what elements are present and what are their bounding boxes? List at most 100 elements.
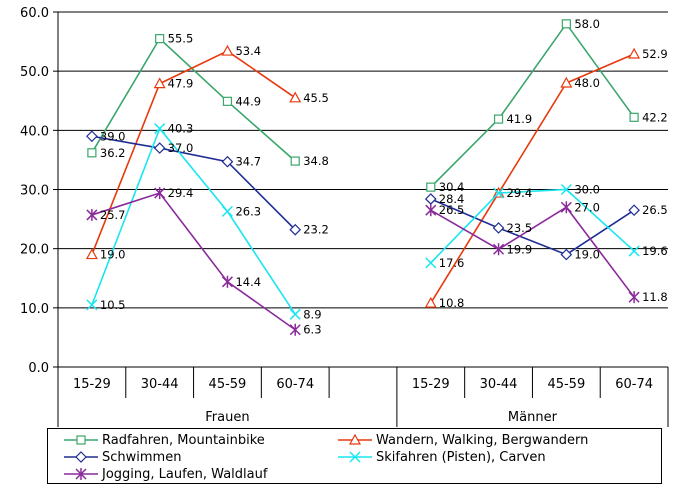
data-point [86, 130, 98, 143]
data-point [560, 76, 573, 88]
y-tick-label: 60.0 [20, 6, 49, 21]
data-point [561, 19, 571, 29]
series-line [91, 50, 296, 255]
data-label: 44.9 [235, 94, 261, 108]
legend-marker [75, 468, 87, 480]
x-tick-labels: 15-29 30-44 45-59 60-74 Frauen 15-29 30-44 45-5… [73, 377, 653, 425]
data-point [425, 204, 437, 217]
legend-item: Jogging, Laufen, Waldlauf [64, 465, 267, 483]
data-label: 45.5 [303, 91, 329, 105]
legend-label: Radfahren, Mountainbike [102, 432, 265, 448]
data-label: 19.6 [642, 244, 668, 258]
data-point [222, 96, 233, 106]
legend-marker [349, 451, 361, 463]
data-label: 29.4 [168, 186, 194, 200]
data-point [85, 248, 98, 260]
legend-item: Skifahren (Pisten), Carven [338, 448, 546, 466]
data-label: 29.4 [507, 186, 533, 200]
data-label: 19.0 [574, 248, 600, 262]
data-label: 55.5 [168, 32, 194, 46]
data-point [86, 299, 98, 311]
data-label: 19.9 [507, 242, 533, 256]
legend-label: Wandern, Walking, Bergwandern [376, 432, 589, 448]
data-label: 28.4 [439, 192, 465, 206]
legend-item: Wandern, Walking, Bergwandern [338, 431, 588, 449]
data-point [289, 323, 301, 336]
legend-item: Schwimmen [64, 448, 181, 466]
data-point [86, 208, 98, 221]
data-point [628, 245, 640, 257]
series-line [430, 198, 635, 256]
legend-marker [75, 451, 87, 463]
legend-label: Jogging, Laufen, Waldlauf [102, 466, 268, 482]
legend-swatch [64, 451, 98, 463]
series-line [430, 53, 635, 304]
data-point [493, 243, 505, 256]
data-point [493, 187, 505, 199]
data-label: 47.9 [168, 77, 194, 91]
data-point [560, 248, 573, 261]
y-tick-label: 40.0 [20, 124, 49, 139]
legend-marker [76, 435, 86, 445]
data-point [154, 187, 166, 200]
data-label: 17.6 [439, 256, 465, 270]
legend-marker [348, 433, 362, 445]
x-tick-label: 30-44 [141, 377, 179, 392]
series-line [430, 206, 635, 298]
y-tick-label: 30.0 [20, 184, 49, 199]
data-label: 52.9 [642, 47, 668, 61]
data-label: 10.5 [100, 298, 126, 312]
data-label: 42.2 [642, 110, 668, 124]
data-label: 36.2 [100, 146, 126, 160]
data-label: 53.4 [235, 44, 261, 58]
data-label: 26.5 [439, 203, 465, 217]
series-line [91, 126, 296, 315]
data-point [290, 156, 300, 166]
data-label: 8.9 [303, 307, 321, 321]
y-tick-label: 0.0 [28, 361, 49, 376]
x-tick-label: 60-74 [615, 377, 653, 392]
data-label: 37.0 [168, 141, 194, 155]
line-chart: 0.0 10.0 20.0 30.0 40.0 50.0 60.0 15-29 30-44 45… [20, 6, 669, 427]
data-point [628, 47, 641, 59]
data-point [289, 223, 302, 236]
data-label: 30.0 [574, 183, 600, 197]
data-label: 34.8 [303, 154, 329, 168]
series-3 [86, 123, 640, 320]
x-tick-label: 45-59 [209, 377, 247, 392]
data-point [425, 257, 437, 269]
legend-swatch [338, 451, 372, 463]
data-label: 11.8 [642, 290, 668, 304]
data-point [628, 204, 640, 217]
x-tick-label: 15-29 [412, 377, 450, 392]
group-label: Männer [508, 410, 558, 425]
data-point [492, 222, 505, 234]
data-label: 29.4 [507, 186, 533, 200]
data-label: 26.5 [642, 203, 668, 217]
data-label: 23.2 [303, 223, 329, 237]
data-label: 6.3 [303, 323, 321, 337]
data-label: 19.0 [100, 248, 126, 262]
data-labels: 36.2 55.5 44.9 34.8 30.4 41.9 58.0 42.2 19.0 47.9… [100, 17, 668, 337]
data-label: 34.7 [235, 155, 261, 169]
x-tick-label: 60-74 [276, 377, 314, 392]
series-line [91, 192, 296, 331]
x-tick-label: 15-29 [73, 377, 111, 392]
y-tick-label: 10.0 [20, 302, 49, 317]
data-point [424, 296, 437, 308]
data-point [289, 91, 302, 103]
data-point [289, 308, 301, 320]
data-label: 26.3 [235, 204, 261, 218]
series-0 [87, 19, 639, 192]
data-point [629, 112, 639, 122]
data-point [628, 291, 640, 304]
data-label: 39.0 [100, 129, 126, 143]
series-1 [85, 44, 641, 308]
legend-swatch [338, 433, 372, 445]
data-point [155, 34, 165, 44]
data-point [154, 123, 166, 135]
data-point [560, 183, 572, 196]
y-tick-label: 20.0 [20, 243, 49, 258]
y-tick-labels: 0.0 10.0 20.0 30.0 40.0 50.0 60.0 [20, 6, 58, 376]
series-4 [86, 187, 640, 336]
